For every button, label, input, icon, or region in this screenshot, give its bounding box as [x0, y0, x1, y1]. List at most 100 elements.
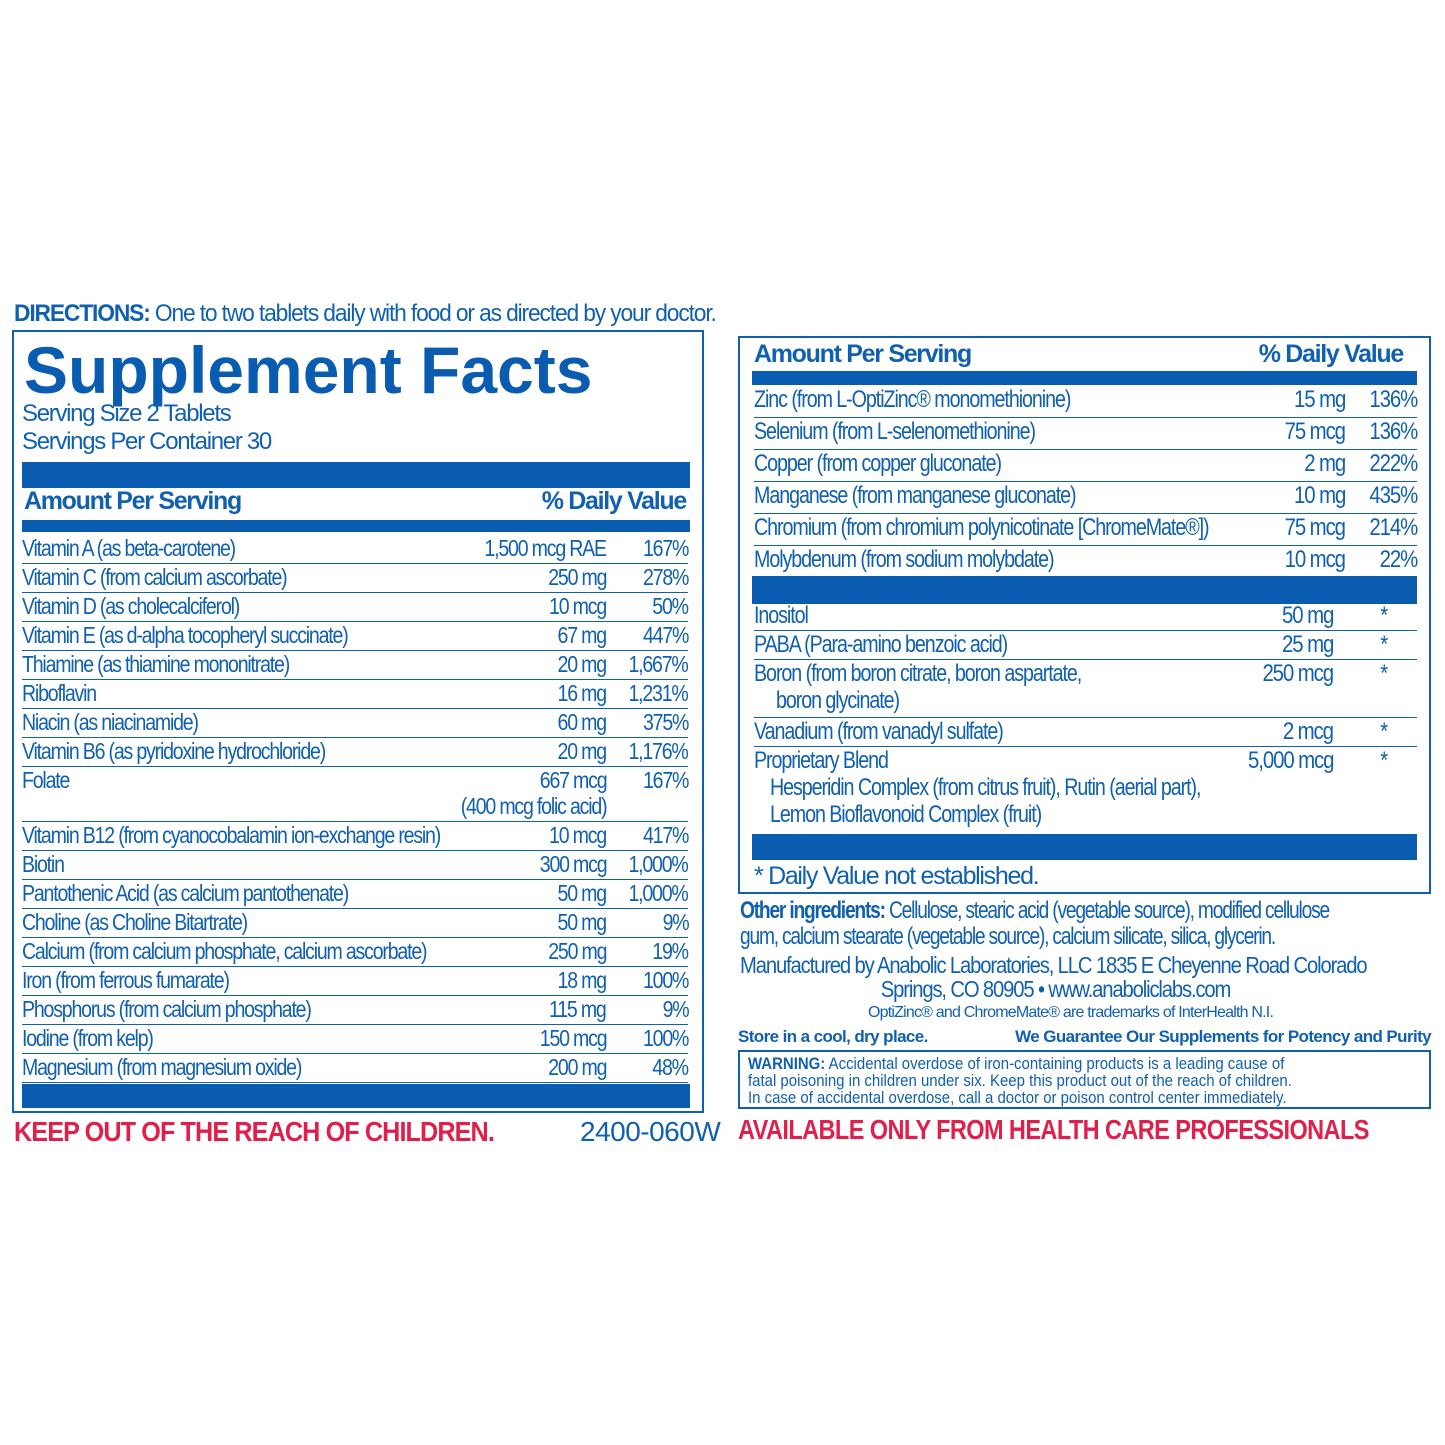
directions-text: One to two tablets daily with food or as… [154, 300, 717, 327]
serving-size: Serving Size 2 Tablets [22, 400, 232, 427]
nutrient-daily-value: 1,176% [628, 738, 689, 764]
nutrient-daily-value: 167% [642, 767, 689, 793]
nutrient-daily-value: 167% [642, 535, 689, 561]
nutrient-daily-value: 435% [1369, 482, 1418, 509]
divider-bar [752, 371, 1417, 385]
header-daily-value: % Daily Value [541, 487, 688, 515]
nutrient-name: Zinc (from L-OptiZinc® monomethionine) [754, 386, 1071, 413]
divider-bar [752, 834, 1417, 860]
nutrient-daily-value: 1,231% [628, 680, 689, 706]
table-row: Folate 667 mcg 167% (400 mcg folic acid) [22, 767, 689, 822]
other-ingredients: Other ingredients: Cellulose, stearic ac… [740, 898, 1330, 950]
nutrient-note: boron glycinate) [776, 687, 900, 714]
table-row: Selenium (from L-selenomethionine) 75 mcg… [754, 418, 1418, 450]
table-row: Copper (from copper gluconate) 2 mg 222% [754, 450, 1418, 482]
nutrient-daily-value: 136% [1369, 418, 1418, 445]
table-row: Proprietary Blend 5,000 mcg * Hesperidin Co… [754, 747, 1417, 833]
nutrient-amount: 50 mg [557, 880, 608, 906]
nutrient-daily-value: 100% [642, 1025, 689, 1051]
nutrient-name: Thiamine (as thiamine mononitrate) [22, 651, 290, 677]
nutrient-amount: 667 mcg [539, 767, 607, 793]
warning-text: In case of accidental overdose, call a d… [748, 1088, 1287, 1107]
nutrient-amount: 67 mg [557, 622, 608, 648]
other-ingredients-text: gum, calcium stearate (vegetable source)… [740, 923, 1276, 950]
table-row: Niacin (as niacinamide) 60 mg 375% [22, 709, 689, 738]
nutrient-amount: 2 mg [1304, 450, 1346, 477]
divider-bar [22, 1084, 690, 1108]
nutrient-name: Magnesium (from magnesium oxide) [22, 1054, 302, 1080]
nutrient-daily-value: * [1380, 660, 1388, 687]
nutrient-amount: 150 mcg [539, 1025, 607, 1051]
table-row: Vitamin B12 (from cyanocobalamin ion-exc… [22, 822, 689, 851]
warning-text: Accidental overdose of iron-containing p… [825, 1054, 1285, 1073]
nutrient-name: Riboflavin [22, 680, 97, 706]
table-row: Iron (from ferrous fumarate) 18 mg 100% [22, 967, 689, 996]
table-row: Magnesium (from magnesium oxide) 200 mg 48… [22, 1054, 689, 1083]
nutrient-daily-value: 48% [652, 1054, 689, 1080]
nutrient-name: Biotin [22, 851, 65, 877]
table-row: Vitamin D (as cholecalciferol) 10 mcg 50% [22, 593, 689, 622]
nutrient-amount: 2 mcg [1282, 718, 1334, 745]
table-row: Riboflavin 16 mg 1,231% [22, 680, 689, 709]
nutrient-daily-value: 136% [1369, 386, 1418, 413]
nutrient-amount: 10 mg [1293, 482, 1346, 509]
nutrient-name: Folate [22, 767, 70, 793]
nutrient-name: Proprietary Blend [754, 747, 889, 774]
nutrient-name: Vitamin B12 (from cyanocobalamin ion-exc… [22, 822, 441, 848]
nutrient-daily-value: 9% [662, 996, 689, 1022]
warning-box: WARNING: Accidental overdose of iron-con… [738, 1050, 1431, 1109]
nutrient-amount: 18 mg [557, 967, 608, 993]
nutrient-amount: 200 mg [547, 1054, 607, 1080]
table-row: Iodine (from kelp) 150 mcg 100% [22, 1025, 689, 1054]
nutrient-amount: 10 mcg [549, 822, 607, 848]
divider-bar [22, 520, 690, 532]
nutrient-daily-value: * [1380, 602, 1388, 629]
product-code: 2400-060W [580, 1116, 721, 1147]
nutrient-amount: 115 mg [549, 996, 607, 1022]
nutrient-daily-value: 22% [1379, 546, 1418, 573]
table-row: Choline (as Choline Bitartrate) 50 mg 9% [22, 909, 689, 938]
directions-label: DIRECTIONS: [14, 300, 151, 327]
nutrient-daily-value: 100% [642, 967, 689, 993]
nutrient-note: Lemon Bioflavonoid Complex (fruit) [770, 801, 1042, 828]
nutrient-amount: 250 mcg [1262, 660, 1334, 687]
nutrient-daily-value: 1,667% [628, 651, 689, 677]
nutrient-amount: 50 mg [557, 909, 608, 935]
header-amount: Amount Per Serving [754, 340, 972, 368]
table-row: Chromium (from chromium polynicotinate [… [754, 514, 1418, 546]
table-row: Vanadium (from vanadyl sulfate) 2 mcg * [754, 718, 1417, 747]
trademarks: OptiZinc® and ChromeMate® are trademarks… [868, 1004, 1274, 1021]
nutrient-amount: 20 mg [557, 738, 608, 764]
nutrient-amount: 250 mg [547, 938, 607, 964]
nutrient-name: Vitamin B6 (as pyridoxine hydrochloride) [22, 738, 326, 764]
nutrient-note: (400 mcg folic acid) [460, 793, 607, 819]
nutrient-name: Vitamin D (as cholecalciferol) [22, 593, 240, 619]
table-row: Boron (from boron citrate, boron asparta… [754, 660, 1417, 718]
nutrient-amount: 75 mcg [1284, 418, 1346, 445]
nutrient-daily-value: * [1380, 631, 1388, 658]
header-daily-value: % Daily Value [1258, 340, 1405, 368]
nutrient-amount: 16 mg [557, 680, 608, 706]
directions: DIRECTIONS: One to two tablets daily wit… [14, 300, 717, 328]
nutrient-name: Copper (from copper gluconate) [754, 450, 1002, 477]
table-row: Thiamine (as thiamine mononitrate) 20 mg 1… [22, 651, 689, 680]
availability-notice: AVAILABLE ONLY FROM HEALTH CARE PROFESSI… [738, 1114, 1369, 1145]
table-row: Phosphorus (from calcium phosphate) 115 m… [22, 996, 689, 1025]
nutrient-daily-value: 417% [642, 822, 689, 848]
keep-out-warning: KEEP OUT OF THE REACH OF CHILDREN. [14, 1116, 495, 1147]
table-row: Molybdenum (from sodium molybdate) 10 mcg… [754, 546, 1418, 578]
supplement-facts-continued: Amount Per Serving % Daily Value Zinc (f… [738, 336, 1431, 894]
table-row: Manganese (from manganese gluconate) 10 m… [754, 482, 1418, 514]
nutrient-name: Pantothenic Acid (as calcium pantothenat… [22, 880, 349, 906]
panel-title: Supplement Facts [24, 333, 593, 407]
nutrient-daily-value: 375% [642, 709, 689, 735]
nutrient-name: Calcium (from calcium phosphate, calcium… [22, 938, 428, 964]
nutrient-name: Vitamin C (from calcium ascorbate) [22, 564, 288, 590]
storage-note: Store in a cool, dry place. [738, 1027, 928, 1046]
nutrient-amount: 20 mg [557, 651, 608, 677]
manufacturer-line: Manufactured by Anabolic Laboratories, L… [740, 952, 1368, 978]
nutrient-daily-value: 50% [652, 593, 689, 619]
table-row: Pantothenic Acid (as calcium pantothenat… [22, 880, 689, 909]
nutrient-daily-value: 278% [642, 564, 689, 590]
table-row: Vitamin A (as beta-carotene) 1,500 mcg RA… [22, 535, 689, 564]
